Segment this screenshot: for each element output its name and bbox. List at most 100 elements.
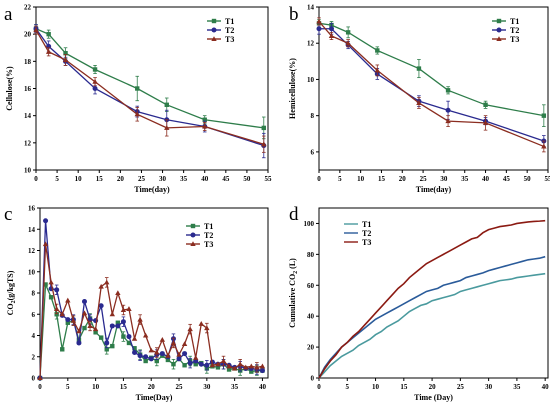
series-line [35, 28, 264, 129]
y-tick-label: 6 [32, 311, 36, 319]
data-point [243, 364, 249, 370]
panel-label: c [4, 204, 12, 225]
legend-label: T1 [225, 17, 234, 26]
data-point [65, 320, 71, 325]
data-point [98, 335, 104, 340]
data-point [198, 321, 204, 326]
data-point [37, 375, 43, 380]
x-tick-label: 30 [159, 175, 167, 183]
data-point [445, 88, 451, 93]
x-tick-label: 10 [75, 175, 83, 183]
x-tick-label: 30 [203, 383, 211, 391]
data-point [541, 113, 547, 118]
data-point [120, 307, 127, 312]
data-point [165, 352, 171, 358]
y-tick-label: 60 [307, 282, 315, 290]
data-point [65, 297, 71, 303]
y-tick-label: 40 [307, 313, 315, 321]
data-point [92, 326, 99, 332]
data-point [187, 326, 193, 332]
data-point [215, 361, 221, 367]
x-tick-label: 0 [38, 383, 42, 391]
chart-panel-a: a 0 5 10 15 20 25 30 35 40 45 50 55 10 12 14 16 18 20 22 Tim… [4, 4, 272, 195]
y-tick-label: 12 [28, 247, 36, 255]
data-point [120, 319, 126, 325]
x-axis-label: Time(day) [416, 185, 452, 194]
data-point [48, 295, 54, 300]
data-point [65, 317, 71, 323]
y-axis-label: Cumulative CO2 (L) [288, 258, 299, 328]
data-point [104, 347, 109, 352]
x-tick-label: 0 [317, 175, 321, 183]
series-line [318, 255, 546, 379]
x-axis-label: Time(day) [134, 185, 170, 194]
data-point [176, 356, 182, 362]
series-line [35, 28, 264, 147]
data-point [345, 40, 351, 46]
data-point [92, 86, 98, 91]
data-point [165, 357, 171, 363]
legend-marker [211, 18, 217, 24]
plot-frame [318, 207, 549, 379]
data-point [126, 334, 132, 340]
data-point [143, 354, 149, 360]
x-tick-label: 45 [503, 175, 511, 183]
x-tick-label: 15 [400, 383, 408, 391]
chart-panel-d: d 0 5 10 15 20 25 30 35 40 0 20 40 60 80 100 Time (Day) C… [288, 204, 549, 402]
x-tick-label: 25 [420, 175, 428, 183]
data-point [98, 283, 104, 289]
data-point [87, 323, 93, 328]
data-point [193, 355, 199, 360]
data-point [445, 118, 451, 124]
data-point [137, 316, 143, 322]
data-point [48, 279, 54, 285]
series-T2 [33, 24, 267, 159]
data-point [76, 340, 82, 346]
data-point [170, 340, 177, 345]
x-tick-label: 55 [545, 175, 550, 183]
legend-label: T3 [510, 35, 519, 44]
legend-marker [496, 27, 502, 33]
y-tick-label: 18 [24, 58, 32, 66]
data-point [193, 361, 198, 367]
data-point [202, 117, 207, 122]
x-tick-label: 5 [55, 175, 59, 183]
x-tick-label: 25 [176, 383, 184, 391]
x-tick-label: 30 [440, 175, 448, 183]
data-point [209, 362, 216, 368]
data-point [204, 325, 210, 331]
data-point [259, 368, 265, 374]
series-line [35, 29, 264, 145]
data-point [215, 365, 221, 370]
y-tick-label: 2 [32, 353, 36, 361]
x-tick-label: 15 [378, 175, 386, 183]
legend-label: T1 [362, 220, 371, 229]
series-line [318, 272, 546, 379]
chart-panel-c: c 0 5 10 15 20 25 30 35 40 0 2 4 6 8 10 12 14 16 Time(Day) C… [4, 204, 269, 402]
legend-label: T2 [204, 231, 213, 240]
series-line [318, 21, 545, 148]
data-point [182, 363, 187, 368]
x-tick-label: 50 [243, 175, 251, 183]
data-point [316, 26, 322, 32]
data-point [482, 120, 489, 125]
y-tick-label: 20 [307, 344, 315, 352]
x-tick-label: 20 [399, 175, 407, 183]
data-point [43, 282, 48, 287]
data-point [328, 26, 334, 32]
data-point [45, 49, 52, 54]
x-tick-label: 10 [357, 175, 365, 183]
data-point [164, 125, 170, 130]
data-point [345, 30, 351, 35]
data-point [81, 310, 88, 316]
data-point [115, 323, 121, 329]
data-point [204, 362, 210, 368]
series-T3 [316, 17, 547, 153]
legend-label: T2 [510, 26, 519, 35]
data-point [202, 123, 208, 129]
data-point [375, 48, 380, 53]
data-point [82, 325, 87, 331]
x-tick-label: 10 [92, 383, 100, 391]
x-tick-label: 40 [542, 383, 550, 391]
